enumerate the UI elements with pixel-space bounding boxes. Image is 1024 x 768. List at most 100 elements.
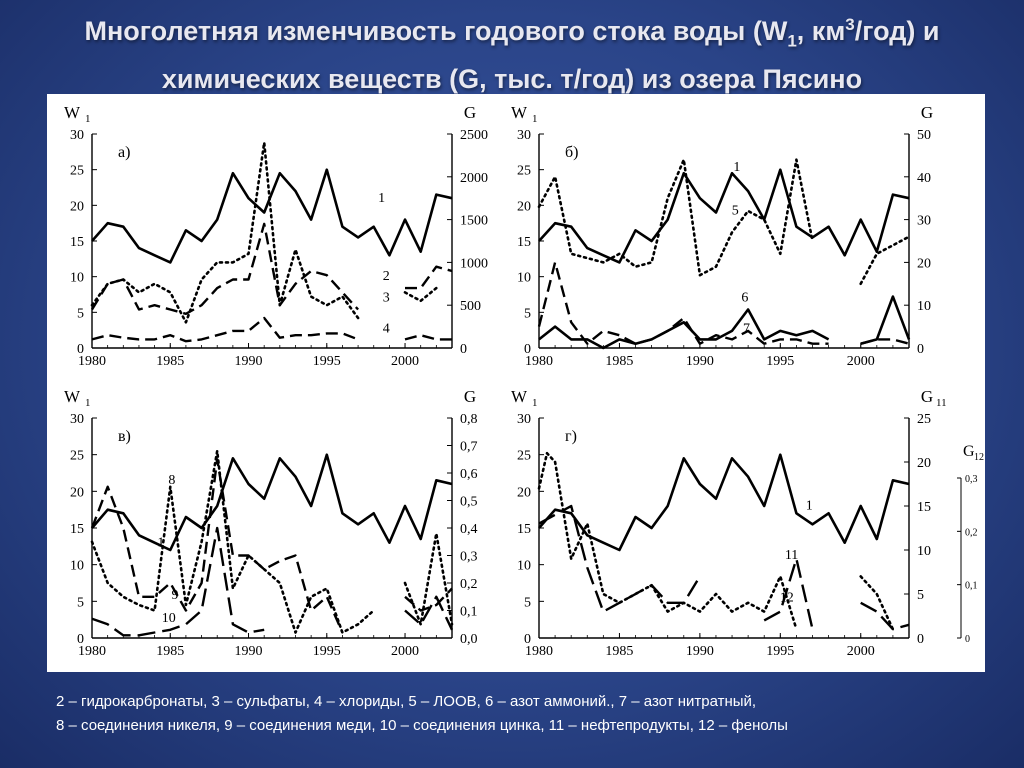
y3-axis-label: G xyxy=(963,443,975,460)
x-tick-label: 1980 xyxy=(78,354,106,369)
title-sub: 1 xyxy=(787,31,797,51)
y-axis-label: W xyxy=(64,103,81,122)
y-tick-label: 5 xyxy=(524,306,531,321)
y2-axis-label: G xyxy=(464,103,476,122)
series-4-line xyxy=(91,316,452,343)
y-axis-label: W xyxy=(64,387,81,406)
x-tick-label: 2000 xyxy=(391,644,419,659)
series-2-label: 2 xyxy=(383,269,390,284)
y2-tick-label: 15 xyxy=(917,500,931,515)
y3-tick-label: 0,3 xyxy=(965,474,978,485)
y2-tick-label: 10 xyxy=(917,544,931,559)
y2-tick-label: 10 xyxy=(917,299,931,314)
y-axis-label-sub: 1 xyxy=(85,113,91,125)
y3-axis-label-sub: 12 xyxy=(974,452,984,463)
y-tick-label: 25 xyxy=(517,164,531,179)
y-tick-label: 20 xyxy=(70,199,84,214)
title-part1: Многолетняя изменчивость годового стока … xyxy=(84,16,788,46)
series-12-line xyxy=(538,504,910,631)
y-tick-label: 10 xyxy=(517,271,531,286)
y-tick-label: 25 xyxy=(70,449,84,464)
y3-tick-label: 0 xyxy=(965,634,970,645)
series-3-label: 3 xyxy=(383,291,390,306)
series-1-label: 1 xyxy=(733,160,740,175)
title-part2: , км xyxy=(796,16,846,46)
y2-tick-label: 0 xyxy=(917,342,924,357)
series-6-line xyxy=(538,295,911,350)
x-tick-label: 1995 xyxy=(313,644,341,659)
y2-tick-label: 2000 xyxy=(460,171,488,186)
y2-tick-label: 30 xyxy=(917,214,931,229)
x-tick-label: 1990 xyxy=(686,644,714,659)
title-sup: 3 xyxy=(845,15,855,34)
series-1-label: 1 xyxy=(378,191,385,206)
y-axis-label-sub: 1 xyxy=(85,397,91,409)
series-7-line xyxy=(537,261,910,345)
y2-tick-label: 25 xyxy=(917,412,931,427)
x-tick-label: 1990 xyxy=(235,354,263,369)
y2-tick-label: 20 xyxy=(917,456,931,471)
x-tick-label: 2000 xyxy=(847,644,875,659)
y-tick-label: 0 xyxy=(77,342,84,357)
x-tick-label: 1985 xyxy=(156,354,184,369)
x-tick-label: 2000 xyxy=(847,354,875,369)
y2-tick-label: 0,3 xyxy=(460,550,478,565)
y2-tick-label: 2500 xyxy=(460,128,488,143)
y2-axis-label-sub: 11 xyxy=(936,397,947,409)
series-10-line xyxy=(91,526,454,637)
y-tick-label: 5 xyxy=(524,595,531,610)
y-tick-label: 15 xyxy=(517,522,531,537)
y-tick-label: 30 xyxy=(70,412,84,427)
panel-label: г) xyxy=(565,428,577,445)
y2-tick-label: 0,7 xyxy=(460,440,478,455)
y2-tick-label: 0,2 xyxy=(460,577,478,592)
panel-label: б) xyxy=(565,144,578,161)
y2-tick-label: 500 xyxy=(460,299,481,314)
series-5-line xyxy=(537,158,911,286)
panel-label: в) xyxy=(118,428,131,445)
y-tick-label: 10 xyxy=(70,559,84,574)
y2-tick-label: 50 xyxy=(917,128,931,143)
series-1-line xyxy=(91,168,453,264)
series-9-label: 9 xyxy=(171,588,178,603)
y2-tick-label: 0,1 xyxy=(460,605,478,620)
x-tick-label: 1985 xyxy=(605,644,633,659)
x-tick-label: 1985 xyxy=(605,354,633,369)
x-tick-label: 1985 xyxy=(156,644,184,659)
y-tick-label: 15 xyxy=(70,522,84,537)
y-tick-label: 15 xyxy=(517,235,531,250)
series-1-line xyxy=(538,453,910,552)
panel-label: а) xyxy=(118,144,130,161)
series-1-line xyxy=(91,453,453,552)
series-6-label: 6 xyxy=(741,291,748,306)
y2-tick-label: 0,6 xyxy=(460,467,478,482)
series-5-label: 5 xyxy=(732,204,739,219)
y-tick-label: 30 xyxy=(517,412,531,427)
y2-tick-label: 0 xyxy=(460,342,467,357)
y-tick-label: 0 xyxy=(524,342,531,357)
y-axis-label: W xyxy=(511,103,528,122)
y3-tick-label: 0,1 xyxy=(965,581,978,592)
y2-axis-label: G xyxy=(921,103,933,122)
series-2-line xyxy=(90,222,453,315)
y-tick-label: 30 xyxy=(517,128,531,143)
series-11-line xyxy=(537,451,895,631)
x-tick-label: 2000 xyxy=(391,354,419,369)
y2-tick-label: 0,0 xyxy=(460,632,478,647)
y-tick-label: 20 xyxy=(517,199,531,214)
series-8-line xyxy=(90,449,454,634)
x-tick-label: 1980 xyxy=(78,644,106,659)
y2-tick-label: 40 xyxy=(917,171,931,186)
legend-line-2: 8 – соединения никеля, 9 – соединения ме… xyxy=(56,717,788,734)
series-9-line xyxy=(90,458,453,633)
x-tick-label: 1995 xyxy=(766,644,794,659)
title-line2: химических веществ (G, тыс. т/год) из оз… xyxy=(161,64,863,95)
y-tick-label: 0 xyxy=(77,632,84,647)
series-7-label: 7 xyxy=(743,321,750,336)
y-axis-label: W xyxy=(511,387,528,406)
y2-tick-label: 0,5 xyxy=(460,495,478,510)
legend-line-1: 2 – гидрокарбронаты, 3 – сульфаты, 4 – х… xyxy=(56,693,757,710)
